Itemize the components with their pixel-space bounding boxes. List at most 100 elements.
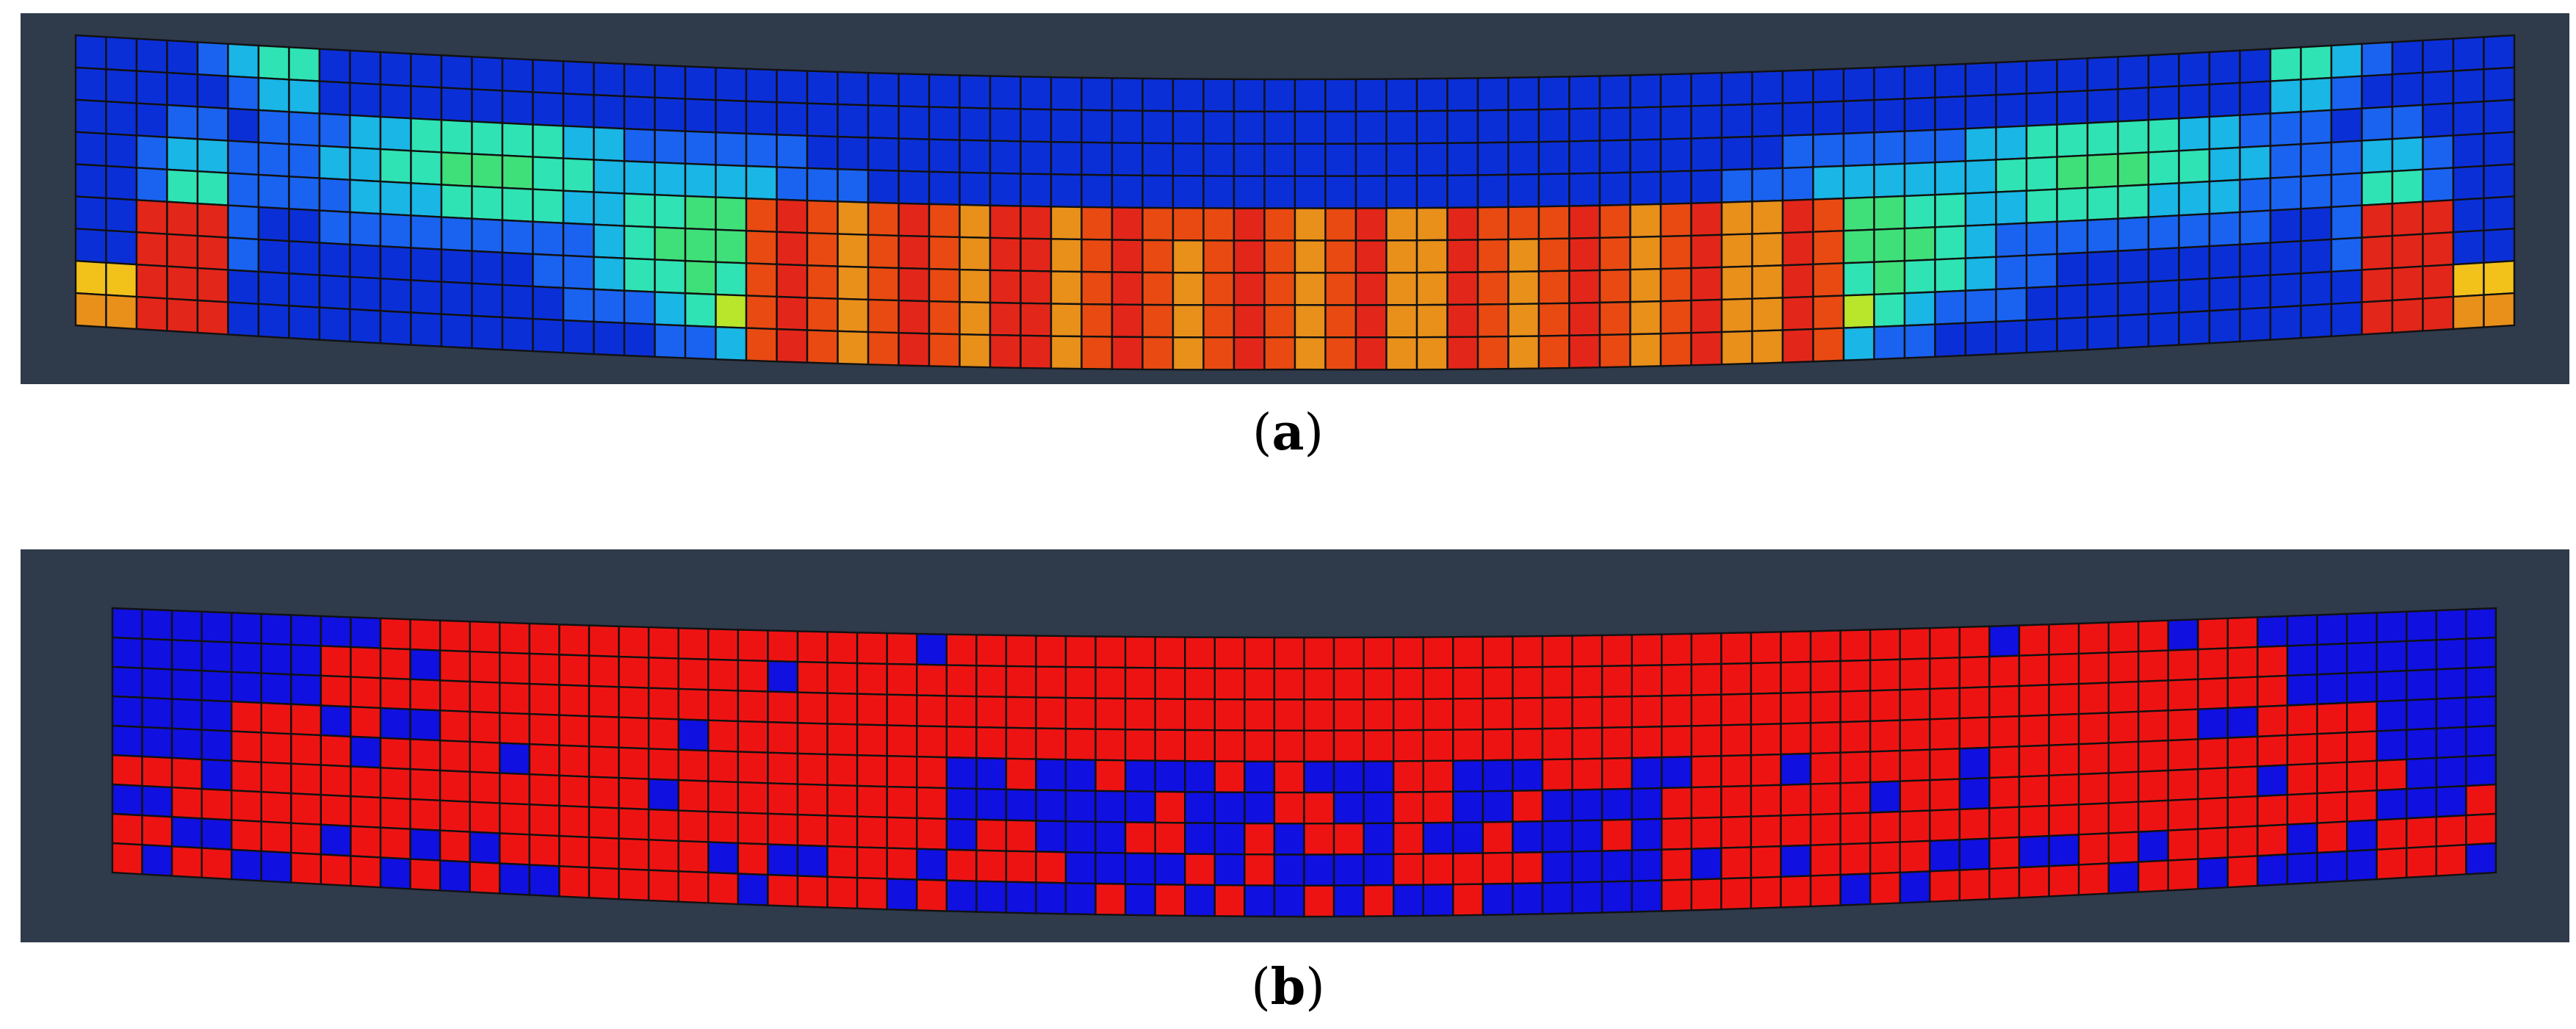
mesh-element — [2018, 684, 2050, 718]
mesh-element — [499, 651, 531, 685]
mesh-element — [1601, 665, 1633, 698]
mesh-element — [1781, 134, 1814, 170]
mesh-element — [288, 79, 321, 115]
mesh-element — [1184, 822, 1216, 856]
mesh-element — [886, 632, 918, 665]
mesh-a — [74, 34, 2516, 371]
mesh-element — [1690, 298, 1723, 334]
mesh-element — [1631, 756, 1663, 790]
mesh-element — [201, 817, 233, 851]
mesh-element — [618, 807, 650, 841]
mesh-element — [141, 696, 173, 730]
mesh-element — [2406, 639, 2438, 672]
mesh-element — [1964, 126, 1997, 162]
mesh-element — [867, 71, 900, 107]
mesh-element — [767, 660, 799, 693]
mesh-element — [74, 195, 107, 232]
mesh-element — [654, 226, 687, 262]
mesh-element — [1988, 866, 2021, 900]
mesh-element — [1141, 174, 1175, 209]
mesh-element — [379, 245, 412, 281]
mesh-element — [471, 120, 504, 156]
mesh-element — [1324, 304, 1357, 339]
mesh-element — [1172, 271, 1205, 306]
mesh-element — [135, 37, 168, 74]
mesh-element — [1929, 839, 1961, 873]
mesh-element — [201, 640, 233, 674]
mesh-element — [2452, 132, 2485, 169]
mesh-element — [2107, 680, 2140, 714]
mesh-element — [677, 748, 710, 782]
mesh-element — [2226, 855, 2259, 889]
mesh-element — [1141, 303, 1175, 339]
mesh-element — [2086, 314, 2119, 351]
mesh-element — [231, 819, 263, 853]
mesh-element — [2465, 665, 2497, 699]
mesh-element — [1363, 760, 1395, 794]
mesh-element — [647, 687, 679, 721]
mesh-element — [2025, 220, 2058, 257]
mesh-element — [745, 197, 778, 233]
mesh-element — [2056, 219, 2089, 256]
mesh-element — [2345, 789, 2378, 823]
mesh-element — [320, 615, 352, 649]
mesh-element — [1568, 269, 1601, 305]
mesh-element — [1094, 635, 1127, 669]
mesh-element — [1958, 716, 1991, 750]
mesh-element — [593, 320, 626, 357]
mesh-element — [2375, 787, 2408, 821]
mesh-element — [945, 879, 978, 913]
mesh-element — [1661, 663, 1693, 697]
mesh-element — [2167, 858, 2199, 892]
mesh-element — [320, 823, 352, 857]
mesh-element — [2256, 823, 2289, 857]
mesh-element — [1080, 109, 1114, 144]
mesh-element — [2316, 761, 2348, 795]
mesh-element — [528, 622, 560, 656]
mesh-element — [288, 207, 321, 244]
mesh-element — [1294, 336, 1327, 371]
mesh-element — [989, 333, 1022, 369]
mesh-element — [647, 869, 679, 903]
mesh-element — [1750, 631, 1782, 665]
mesh-element — [837, 71, 870, 106]
mesh-element — [532, 188, 565, 225]
mesh-element — [111, 754, 143, 787]
mesh-element — [1537, 237, 1570, 272]
mesh-element — [170, 845, 203, 879]
mesh-element — [471, 185, 504, 222]
mesh-element — [166, 104, 199, 140]
mesh-element — [654, 259, 687, 295]
mesh-element — [1537, 108, 1570, 143]
mesh-element — [1869, 871, 1901, 906]
mesh-element — [501, 219, 534, 256]
mesh-element — [745, 262, 778, 298]
mesh-element — [867, 298, 900, 334]
mesh-element — [1601, 818, 1633, 852]
mesh-element — [1842, 66, 1875, 102]
mesh-element — [2086, 217, 2119, 254]
mesh-element — [1020, 108, 1053, 143]
mesh-element — [2208, 275, 2241, 312]
mesh-element — [558, 834, 591, 869]
mesh-element — [2117, 248, 2150, 285]
mesh-element — [2239, 80, 2272, 117]
mesh-element — [1537, 302, 1570, 337]
mesh-element — [1899, 718, 1931, 752]
mesh-element — [2330, 75, 2363, 112]
mesh-element — [1929, 869, 1961, 903]
mesh-element — [379, 180, 412, 217]
mesh-element — [1452, 852, 1484, 886]
mesh-element — [410, 150, 443, 186]
mesh-element — [1842, 293, 1875, 329]
mesh-element — [1601, 757, 1633, 790]
mesh-element — [796, 660, 829, 694]
mesh-element — [2269, 176, 2302, 212]
mesh-element — [588, 685, 620, 718]
mesh-element — [1601, 695, 1633, 729]
mesh-element — [1568, 333, 1601, 369]
mesh-element — [975, 726, 1008, 760]
mesh-element — [928, 300, 961, 336]
mesh-element — [2269, 143, 2302, 179]
mesh-element — [318, 306, 351, 343]
